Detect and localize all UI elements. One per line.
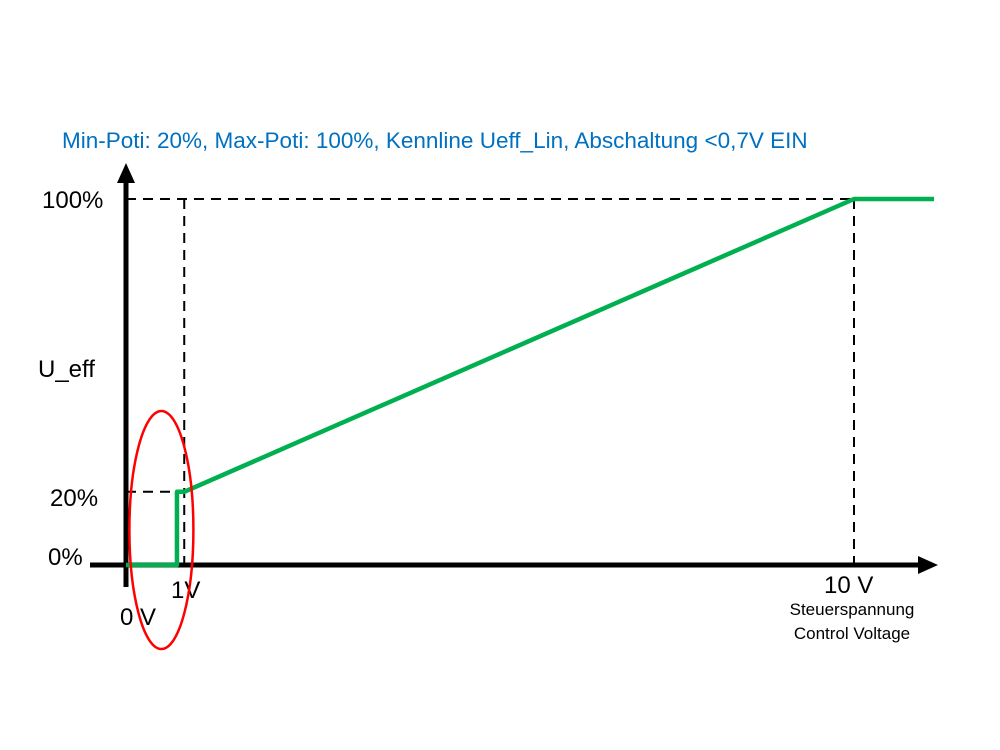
x-tick-label-10: 10 V bbox=[824, 572, 874, 599]
y-tick-label-0: 0% bbox=[48, 544, 83, 571]
x-axis-label-line-1: Steuerspannung bbox=[789, 600, 915, 619]
y-tick-label-20: 20% bbox=[50, 485, 99, 512]
y-tick-label-100: 100% bbox=[42, 187, 104, 214]
series-line-0 bbox=[126, 196, 935, 568]
y-axis-label: U_eff bbox=[38, 356, 95, 383]
x-axis-label-line-2: Control Voltage bbox=[793, 624, 911, 643]
x-axis-arrowhead bbox=[918, 556, 938, 574]
chart-title: Min-Poti: 20%, Max-Poti: 100%, Kennline … bbox=[62, 128, 808, 153]
y-axis-arrowhead bbox=[117, 163, 135, 183]
x-tick-label-1: 1V bbox=[171, 577, 201, 604]
x-axis-label: Steuerspannung Control Voltage bbox=[770, 598, 934, 646]
highlight-ellipse bbox=[128, 409, 195, 651]
